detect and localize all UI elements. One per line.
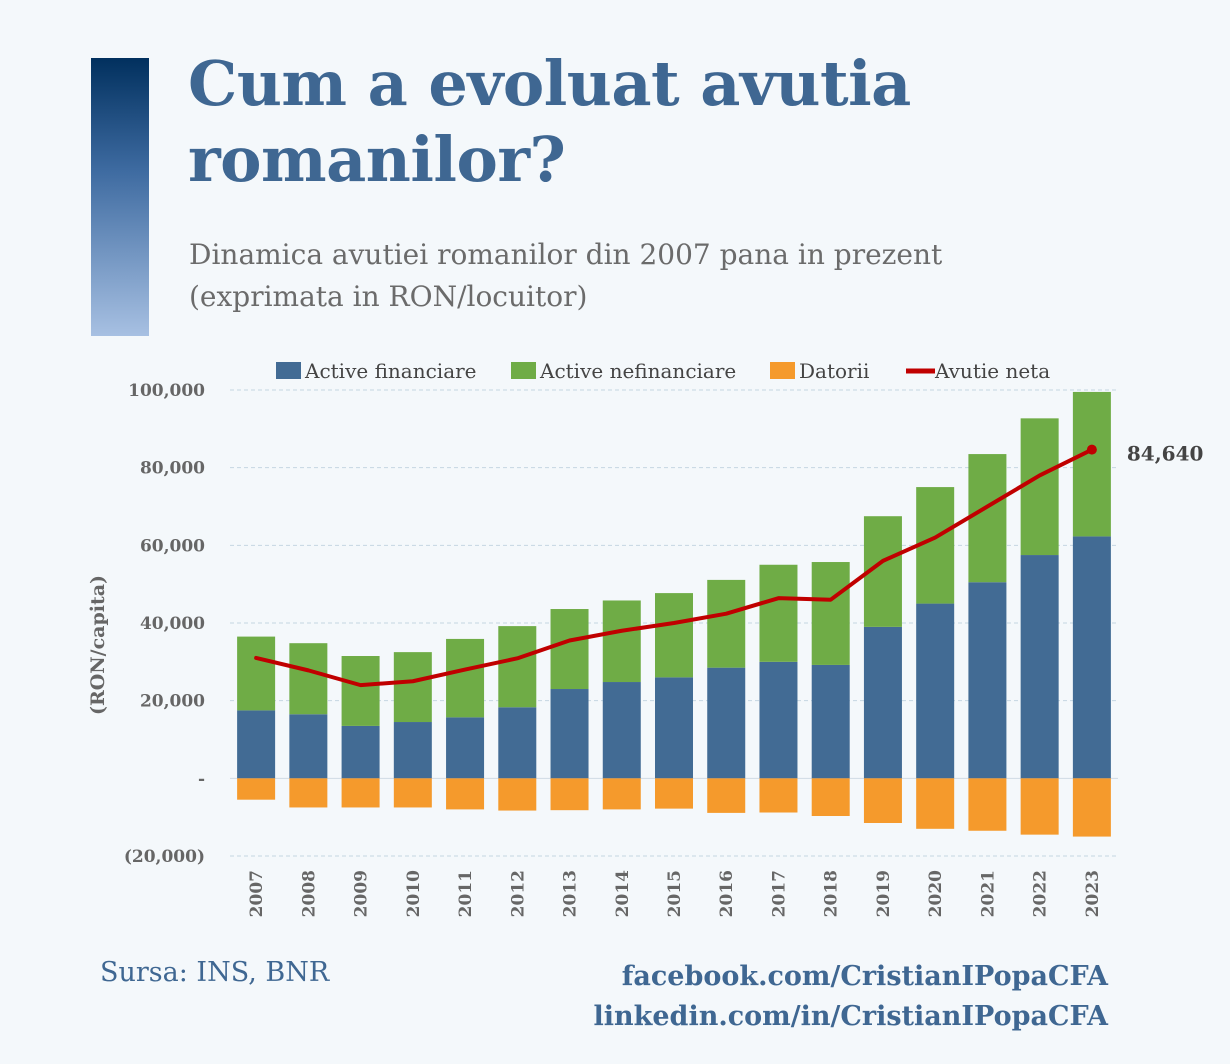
x-tick-label: 2017 xyxy=(769,870,789,917)
bar-active-financiare xyxy=(1020,555,1059,779)
x-tick-label: 2016 xyxy=(717,870,737,917)
bar-datorii xyxy=(916,778,955,829)
x-tick-label: 2011 xyxy=(456,870,476,917)
bar-active-nefinanciare xyxy=(393,652,432,723)
page-subtitle: Dinamica avutiei romanilor din 2007 pana… xyxy=(189,234,1189,318)
x-tick-label: 2013 xyxy=(561,870,581,917)
legend-label: Active financiare xyxy=(304,359,477,383)
net-wealth-2023-label: 84,640 xyxy=(1127,442,1204,466)
legend-swatch xyxy=(770,362,795,379)
x-tick-label: 2019 xyxy=(874,870,894,917)
bar-active-nefinanciare xyxy=(707,579,746,668)
bar-active-financiare xyxy=(916,603,955,779)
linkedin-link[interactable]: linkedin.com/in/CristianIPopaCFA xyxy=(593,1001,1108,1032)
bar-active-financiare xyxy=(968,582,1007,779)
bar-active-financiare xyxy=(759,661,798,779)
bar-active-financiare xyxy=(707,667,746,779)
bar-active-financiare xyxy=(498,707,537,779)
bar-active-financiare xyxy=(289,714,328,779)
net-wealth-line-group xyxy=(254,444,1097,688)
bar-active-financiare xyxy=(863,626,902,779)
y-tick-label: 80,000 xyxy=(140,459,205,479)
bar-datorii xyxy=(550,778,589,811)
bar-active-financiare xyxy=(602,682,641,779)
bar-active-financiare xyxy=(237,710,276,779)
legend-label: Avutie neta xyxy=(934,359,1050,383)
bar-active-nefinanciare xyxy=(237,636,276,711)
social-links: facebook.com/CristianIPopaCFA linkedin.c… xyxy=(594,957,1108,1037)
bar-datorii xyxy=(968,778,1007,831)
x-tick-label: 2020 xyxy=(926,870,946,917)
bar-active-nefinanciare xyxy=(498,626,537,708)
y-tick-label: 60,000 xyxy=(140,536,205,556)
bar-datorii xyxy=(393,778,432,808)
bar-datorii xyxy=(1020,778,1059,835)
bar-active-financiare xyxy=(446,717,485,779)
bar-datorii xyxy=(498,778,537,811)
x-tick-label: 2010 xyxy=(404,870,424,917)
bar-datorii xyxy=(602,778,641,810)
bar-active-nefinanciare xyxy=(1072,391,1111,537)
y-axis-ticks: 100,000 80,000 60,000 40,000 20,000 - (20,000) xyxy=(124,381,205,867)
bar-datorii xyxy=(237,778,276,800)
bar-active-nefinanciare xyxy=(446,638,485,718)
bar-active-financiare xyxy=(1072,536,1111,779)
net-wealth-marker xyxy=(1086,444,1097,455)
x-tick-label: 2012 xyxy=(508,870,528,917)
bar-active-financiare xyxy=(550,689,589,779)
y-tick-label: 20,000 xyxy=(140,692,205,712)
bar-datorii xyxy=(341,778,380,808)
x-tick-label: 2015 xyxy=(665,870,685,917)
legend-swatch xyxy=(511,362,536,379)
bar-datorii xyxy=(759,778,798,813)
facebook-link[interactable]: facebook.com/CristianIPopaCFA xyxy=(621,961,1108,992)
bar-active-nefinanciare xyxy=(289,643,328,715)
bar-datorii xyxy=(863,778,902,823)
source-note: Sursa: INS, BNR xyxy=(100,957,330,988)
x-tick-label: 2022 xyxy=(1031,870,1051,917)
bar-active-nefinanciare xyxy=(550,609,589,690)
bar-active-nefinanciare xyxy=(1020,418,1059,556)
bar-active-nefinanciare xyxy=(602,600,641,683)
x-tick-label: 2018 xyxy=(822,870,842,917)
bar-datorii xyxy=(446,778,485,810)
x-tick-label: 2023 xyxy=(1083,870,1103,917)
title-accent-bar xyxy=(91,58,149,336)
bar-datorii xyxy=(707,778,746,813)
x-tick-label: 2014 xyxy=(613,870,633,917)
bar-datorii xyxy=(811,778,850,817)
legend-label: Datorii xyxy=(799,359,869,383)
x-tick-label: 2008 xyxy=(299,870,319,917)
bar-active-nefinanciare xyxy=(759,564,798,662)
y-tick-label: 100,000 xyxy=(128,381,205,401)
bars xyxy=(237,391,1111,837)
x-tick-label: 2007 xyxy=(247,870,267,917)
bar-active-nefinanciare xyxy=(341,656,380,726)
y-tick-label: 40,000 xyxy=(140,614,205,634)
bar-active-nefinanciare xyxy=(655,593,693,678)
bar-datorii xyxy=(1072,778,1111,837)
x-tick-label: 2009 xyxy=(352,870,372,917)
x-axis-ticks: 2007 2008 2009 2010 2011 2012 2013 2014 2015 2016… xyxy=(247,870,1103,917)
legend-swatch xyxy=(276,362,301,379)
legend: Active financiare Active nefinanciare Dato… xyxy=(276,359,1050,383)
subtitle-line-2: (exprimata in RON/locuitor) xyxy=(189,280,588,313)
bar-active-financiare xyxy=(655,677,693,779)
bar-datorii xyxy=(289,778,328,808)
y-tick-label: - xyxy=(198,769,205,789)
legend-label: Active nefinanciare xyxy=(539,359,736,383)
net-wealth-line xyxy=(254,447,1094,688)
bar-datorii xyxy=(655,778,693,809)
bar-active-financiare xyxy=(811,664,850,779)
bar-active-nefinanciare xyxy=(811,562,850,665)
bar-active-financiare xyxy=(341,725,380,779)
bar-active-nefinanciare xyxy=(968,454,1007,583)
page-title: Cum a evoluat avutia romanilor? xyxy=(188,47,911,196)
subtitle-line-1: Dinamica avutiei romanilor din 2007 pana… xyxy=(189,238,943,271)
x-tick-label: 2021 xyxy=(978,870,998,917)
y-axis-label: (RON/capita) xyxy=(87,575,109,715)
y-tick-label: (20,000) xyxy=(124,847,205,867)
bar-active-financiare xyxy=(393,722,432,779)
